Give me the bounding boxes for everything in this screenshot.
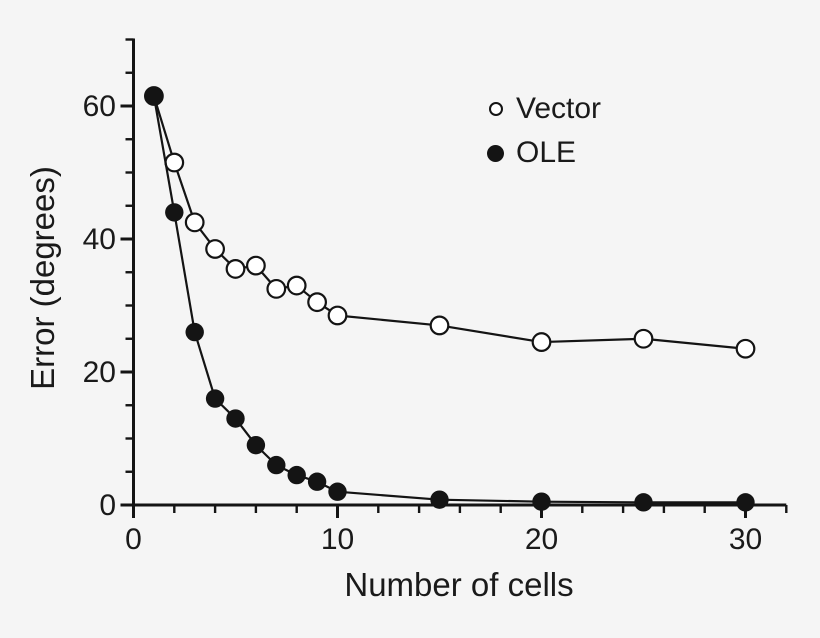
data-point-vector [633,328,654,349]
data-point-ole [430,490,449,509]
open-circle-icon [487,102,516,116]
data-point-ole [287,465,306,485]
series-line-ole [152,95,746,504]
y-tick-label: 40 [83,223,116,256]
data-point-ole [246,435,266,455]
data-point-vector [164,152,185,173]
data-point-vector [245,255,266,276]
y-tick-label: 60 [83,90,116,123]
data-point-vector [429,315,450,336]
legend-label-vector: Vector [516,92,602,125]
x-tick-label: 10 [321,523,354,556]
data-point-vector [266,278,287,299]
data-point-vector [184,212,205,233]
data-point-ole [532,492,551,511]
data-point-vector [531,332,552,352]
series-line-vector [152,95,746,350]
data-point-ole [267,455,286,475]
x-tick-label: 30 [729,523,762,556]
data-point-ole [205,389,225,408]
data-point-vector [307,292,328,313]
data-point-ole [634,493,653,512]
legend: Vector OLE [487,91,601,179]
data-point-ole [736,493,755,512]
data-point-ole [226,409,245,428]
x-tick-label: 20 [525,523,558,556]
x-axis-title: Number of cells [344,566,574,603]
data-point-vector [735,338,756,359]
y-tick-label: 20 [83,356,116,389]
x-tick-label: 0 [125,523,142,556]
data-point-vector [205,239,226,259]
legend-item-ole: OLE [487,135,601,171]
data-point-ole [328,482,347,501]
data-point-vector [225,259,246,279]
legend-item-vector: Vector [487,91,601,127]
data-point-vector [327,305,348,326]
y-axis-title: Error (degrees) [24,166,61,390]
y-tick-label: 0 [99,489,116,522]
data-point-ole [144,86,164,106]
filled-circle-icon [487,144,516,162]
data-point-ole [307,472,327,491]
data-point-ole [165,203,184,222]
legend-label-ole: OLE [516,136,577,169]
data-point-ole [185,322,204,342]
data-point-vector [286,275,307,296]
